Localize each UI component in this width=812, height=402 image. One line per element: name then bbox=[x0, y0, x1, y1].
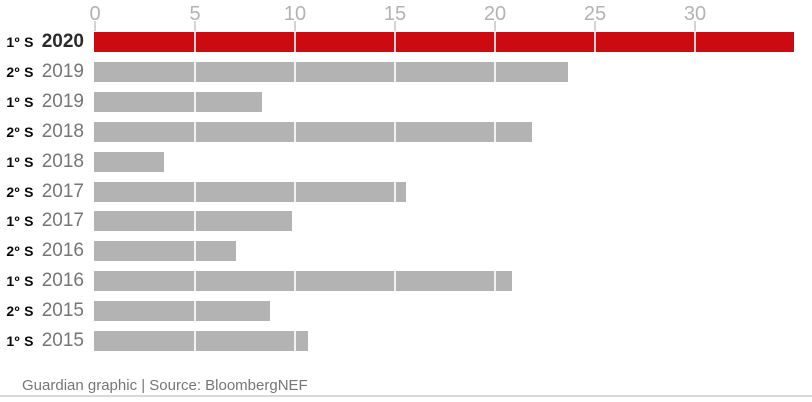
row-label: 2º S 2017 bbox=[0, 180, 84, 202]
year-label: 2017 bbox=[41, 210, 84, 232]
year-label: 2016 bbox=[41, 270, 84, 292]
year-label: 2016 bbox=[41, 240, 84, 262]
gridline bbox=[194, 31, 196, 351]
axis-tick-label: 10 bbox=[283, 3, 307, 25]
semester-label: 2º S bbox=[6, 243, 34, 260]
row-label: 1º S 2020 bbox=[0, 32, 84, 52]
semester-label: 2º S bbox=[6, 303, 34, 320]
axis-tick-mark bbox=[294, 21, 296, 31]
highlighted-bar bbox=[94, 32, 794, 52]
axis-tick-label: 20 bbox=[483, 3, 507, 25]
axis-tick-mark bbox=[694, 21, 696, 31]
gridline bbox=[594, 31, 596, 351]
bar bbox=[94, 301, 270, 322]
row-label: 2º S 2018 bbox=[0, 120, 84, 142]
bar bbox=[94, 61, 568, 82]
bar bbox=[94, 121, 532, 142]
gridline bbox=[494, 31, 496, 351]
gridline bbox=[294, 31, 296, 351]
year-label: 2018 bbox=[41, 150, 84, 172]
bar bbox=[94, 151, 164, 172]
semester-label: 1º S bbox=[6, 333, 34, 349]
gridline bbox=[694, 31, 696, 351]
row-label: 1º S 2018 bbox=[0, 150, 84, 172]
year-label: 2018 bbox=[41, 120, 84, 142]
axis-tick-label: 0 bbox=[89, 3, 101, 25]
year-label: 2019 bbox=[41, 60, 84, 82]
semester-label: 1º S bbox=[6, 93, 34, 110]
semester-label: 1º S bbox=[6, 153, 34, 170]
axis-tick-mark bbox=[394, 21, 396, 31]
year-label: 2020 bbox=[41, 31, 84, 52]
semester-label: 1º S bbox=[6, 273, 34, 290]
semester-label: 1º S bbox=[6, 213, 34, 230]
row-label: 1º S 2016 bbox=[0, 271, 84, 291]
row-label: 1º S 2015 bbox=[0, 331, 84, 351]
axis-tick-label: 25 bbox=[583, 3, 607, 25]
axis-tick-mark bbox=[194, 21, 196, 31]
row-label: 2º S 2019 bbox=[0, 60, 84, 82]
source-line: Guardian graphic | Source: BloombergNEF bbox=[22, 377, 308, 394]
axis-tick-label: 30 bbox=[683, 3, 707, 25]
semester-label: 2º S bbox=[6, 183, 34, 200]
axis-tick-mark bbox=[494, 21, 496, 31]
axis-tick-label: 5 bbox=[189, 3, 201, 25]
year-label: 2017 bbox=[41, 180, 84, 202]
bar bbox=[94, 91, 262, 112]
year-label: 2019 bbox=[41, 90, 84, 112]
axis-tick-mark bbox=[594, 21, 596, 31]
row-label: 2º S 2016 bbox=[0, 241, 84, 261]
bar bbox=[94, 271, 512, 292]
row-label: 2º S 2015 bbox=[0, 301, 84, 321]
bottom-divider bbox=[0, 395, 812, 397]
bar bbox=[94, 211, 292, 232]
semester-label: 1º S bbox=[6, 34, 34, 50]
bar bbox=[94, 241, 236, 262]
bar bbox=[94, 181, 406, 202]
semester-label: 2º S bbox=[6, 123, 34, 140]
year-label: 2015 bbox=[41, 330, 84, 351]
year-label: 2015 bbox=[41, 300, 84, 322]
axis-tick-mark bbox=[94, 21, 96, 31]
bar bbox=[94, 331, 308, 351]
semester-label: 2º S bbox=[6, 63, 34, 80]
row-label: 1º S 2017 bbox=[0, 211, 84, 231]
axis-tick-label: 15 bbox=[383, 3, 407, 25]
row-label: 1º S 2019 bbox=[0, 90, 84, 112]
gridline bbox=[394, 31, 396, 351]
